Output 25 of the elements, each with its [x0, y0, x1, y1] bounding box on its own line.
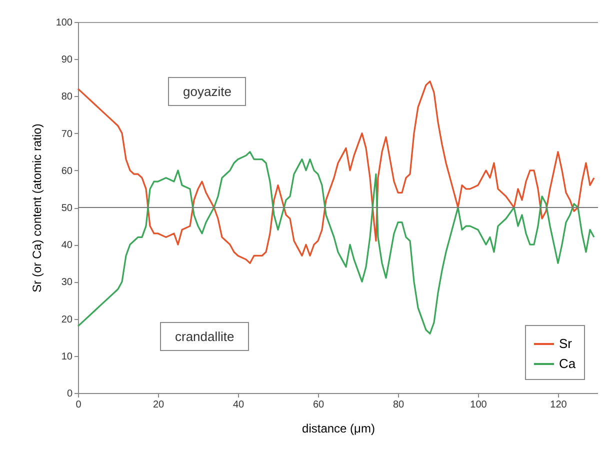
y-tick-label: 0: [66, 388, 73, 400]
y-tick-label: 90: [61, 54, 73, 66]
legend-label: Ca: [559, 356, 576, 371]
y-tick-label: 30: [61, 277, 73, 288]
x-tick-label: 40: [232, 400, 244, 410]
y-tick-label: 80: [61, 92, 73, 103]
y-tick-label: 10: [61, 351, 73, 362]
y-axis-title: Sr (or Ca) content (atomic ratio): [30, 124, 44, 292]
line-series: [77, 80, 595, 264]
x-tick-label: 100: [470, 400, 488, 410]
x-tick-label: 20: [152, 400, 164, 410]
x-tick-label: 120: [550, 400, 568, 410]
x-tick-label: 0: [76, 400, 82, 410]
y-tick-label: 70: [61, 128, 73, 140]
y-tick-label: 60: [61, 166, 73, 177]
y-tick-label: 100: [56, 18, 73, 28]
y-tick-label: 20: [61, 314, 73, 326]
x-tick-label: 80: [392, 400, 404, 410]
annotation: goyazite: [168, 77, 246, 106]
legend-label: Sr: [559, 336, 573, 351]
y-tick-label: 40: [61, 240, 73, 252]
y-tick-label: 50: [61, 203, 73, 214]
x-tick-label: 60: [312, 400, 324, 410]
x-axis-title: distance (μm): [302, 422, 375, 436]
annotation: crandallite: [160, 322, 250, 351]
